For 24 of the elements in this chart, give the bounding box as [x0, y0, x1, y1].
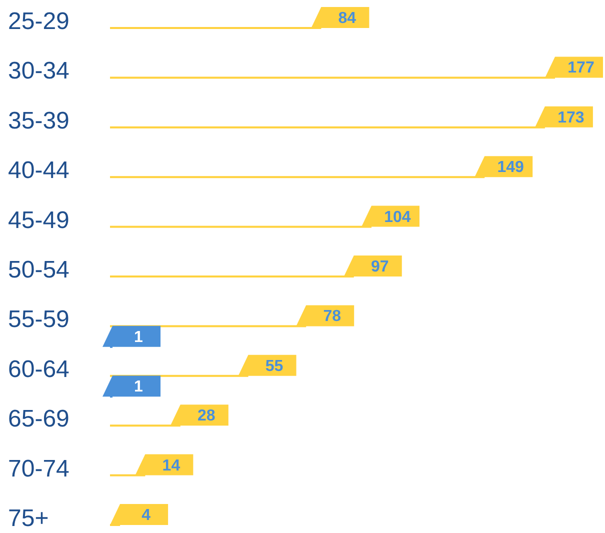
y-tick-label: 60-64 [8, 356, 70, 383]
data-label: 97 [370, 258, 389, 276]
data-label: 28 [197, 408, 216, 425]
y-tick-label: 40-44 [8, 157, 70, 184]
y-tick-label: 65-69 [8, 406, 70, 433]
y-tick-label: 50-54 [8, 256, 70, 284]
data-label: 1 [134, 328, 144, 346]
data-label: 104 [384, 208, 411, 226]
data-label: 173 [558, 109, 584, 126]
y-tick-label: 70-74 [8, 455, 70, 482]
data-label: 149 [497, 159, 524, 176]
data-label: 55 [265, 358, 284, 375]
y-tick-label: 25-29 [8, 8, 70, 35]
y-tick-label: 30-34 [8, 58, 70, 85]
data-label: 78 [323, 308, 342, 326]
data-label: 4 [142, 507, 151, 524]
data-label: 1 [134, 378, 144, 396]
y-tick-label: 55-59 [8, 306, 70, 334]
y-tick-label: 75+ [8, 505, 49, 532]
data-label: 177 [568, 60, 594, 77]
data-label: 14 [162, 457, 180, 474]
y-tick-label: 35-39 [8, 107, 70, 134]
data-label: 84 [338, 10, 356, 27]
y-tick-label: 45-49 [8, 206, 70, 234]
